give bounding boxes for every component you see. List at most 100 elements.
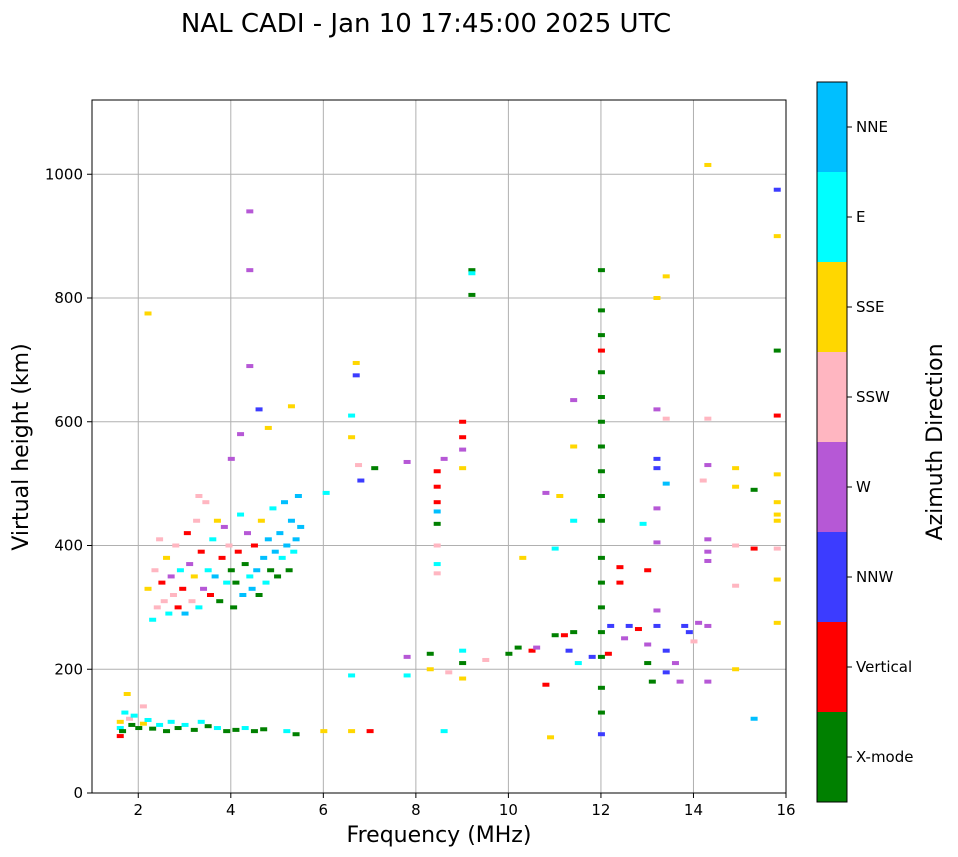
y-tick-label: 600 xyxy=(54,413,83,431)
data-point xyxy=(616,580,624,585)
data-point xyxy=(352,360,360,365)
data-point xyxy=(292,537,300,542)
data-point xyxy=(197,719,205,724)
data-point xyxy=(223,729,231,734)
data-point xyxy=(176,568,184,573)
data-point xyxy=(597,333,605,338)
data-point xyxy=(565,648,573,653)
data-point xyxy=(616,565,624,570)
y-tick-label: 0 xyxy=(73,784,83,802)
colorbar-tick-label: X-mode xyxy=(856,748,913,766)
data-point xyxy=(126,716,134,721)
data-point xyxy=(604,651,612,656)
data-point xyxy=(750,716,758,721)
data-point xyxy=(570,444,578,449)
gridlines xyxy=(92,100,787,794)
data-point xyxy=(681,623,689,628)
data-point xyxy=(625,623,633,628)
data-point xyxy=(287,404,295,409)
data-point xyxy=(732,543,740,548)
data-point xyxy=(644,568,652,573)
data-point xyxy=(704,679,712,684)
data-point xyxy=(773,620,781,625)
data-point xyxy=(468,268,476,273)
colorbar-tick-label: SSW xyxy=(856,388,890,406)
data-point xyxy=(158,580,166,585)
data-point xyxy=(519,555,527,560)
data-point xyxy=(750,546,758,551)
data-point xyxy=(144,311,152,316)
data-point xyxy=(528,648,536,653)
data-point xyxy=(597,580,605,585)
data-point xyxy=(732,466,740,471)
data-point xyxy=(459,648,467,653)
data-point xyxy=(570,518,578,523)
data-point xyxy=(322,490,330,495)
data-point xyxy=(195,605,203,610)
data-point xyxy=(542,682,550,687)
data-point xyxy=(597,444,605,449)
data-point xyxy=(597,732,605,737)
data-point xyxy=(634,627,642,632)
data-point xyxy=(255,593,263,597)
data-point xyxy=(505,651,513,656)
colorbar-segment xyxy=(817,712,847,802)
x-tick-label: 2 xyxy=(133,801,143,819)
data-point xyxy=(644,642,652,647)
data-point xyxy=(348,435,356,440)
data-point xyxy=(607,623,615,628)
data-point xyxy=(704,623,712,628)
data-point xyxy=(239,593,247,597)
data-point xyxy=(230,605,238,610)
data-point xyxy=(190,574,198,579)
data-point xyxy=(433,562,441,567)
data-point xyxy=(597,370,605,375)
data-point xyxy=(433,543,441,548)
data-point xyxy=(197,549,205,554)
data-point xyxy=(597,419,605,424)
data-point xyxy=(116,734,124,739)
data-point xyxy=(445,670,453,675)
data-point xyxy=(653,456,661,461)
data-point xyxy=(433,469,441,474)
data-point xyxy=(144,586,152,591)
colorbar-tick-label: E xyxy=(856,208,865,226)
data-point xyxy=(139,721,147,726)
data-point xyxy=(773,518,781,523)
data-point xyxy=(357,478,365,483)
data-point xyxy=(704,558,712,563)
data-point xyxy=(773,577,781,582)
data-point xyxy=(220,524,228,529)
data-point xyxy=(119,729,127,734)
data-point xyxy=(287,518,295,523)
data-point xyxy=(773,472,781,477)
data-points xyxy=(116,162,781,740)
data-point xyxy=(440,729,448,734)
data-point xyxy=(144,717,152,722)
colorbar-frame xyxy=(816,81,848,803)
data-point xyxy=(773,512,781,517)
y-tick-label: 200 xyxy=(54,660,83,678)
data-point xyxy=(257,518,265,523)
data-point xyxy=(174,726,182,731)
data-point xyxy=(183,531,191,536)
data-point xyxy=(551,546,559,551)
data-point xyxy=(732,484,740,489)
data-point xyxy=(597,518,605,523)
data-point xyxy=(195,494,203,498)
colorbar-tick-label: NNW xyxy=(856,568,893,586)
data-point xyxy=(202,500,210,505)
data-point xyxy=(281,500,289,505)
data-point xyxy=(597,268,605,273)
data-point xyxy=(560,633,568,638)
data-point xyxy=(246,574,254,579)
data-point xyxy=(433,500,441,505)
chart-title: NAL CADI - Jan 10 17:45:00 2025 UTC xyxy=(181,9,671,39)
data-point xyxy=(676,679,684,684)
data-point xyxy=(597,308,605,313)
x-tick-label: 6 xyxy=(319,801,329,819)
data-point xyxy=(190,727,198,732)
data-point xyxy=(160,599,168,604)
data-point xyxy=(188,599,196,604)
data-point xyxy=(174,605,182,610)
